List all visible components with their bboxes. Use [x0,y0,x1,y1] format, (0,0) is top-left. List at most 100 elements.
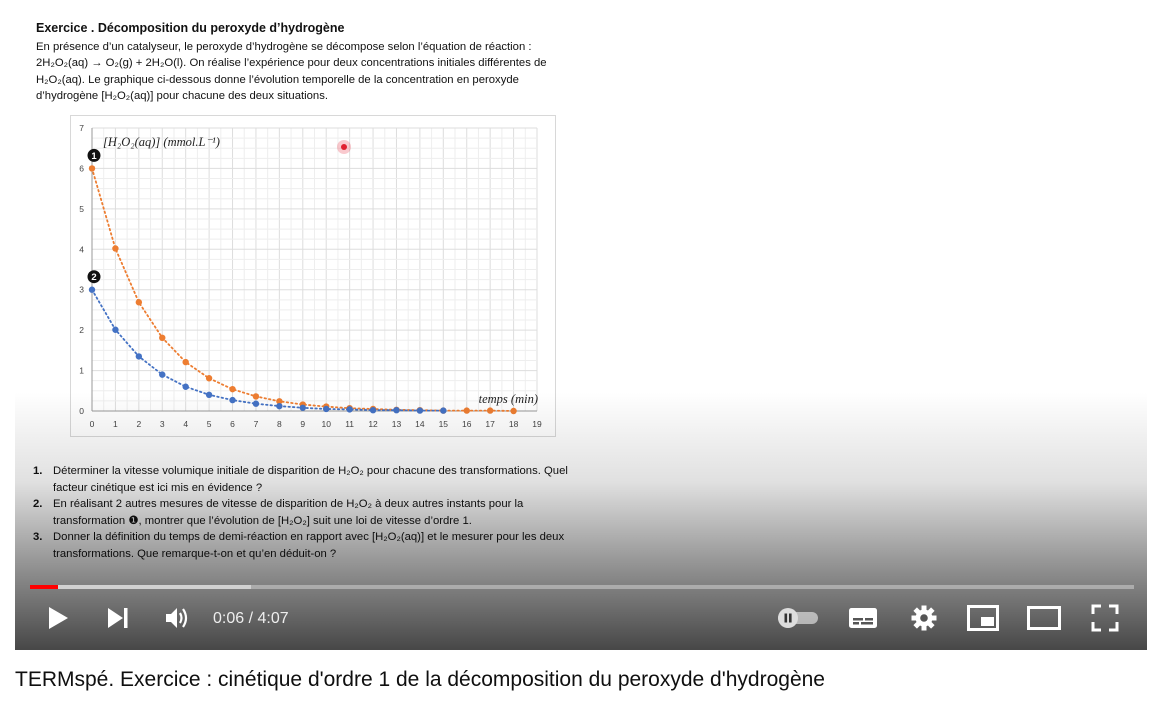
data-point [299,404,306,411]
y-tick-label: 3 [79,285,84,295]
current-time: 0:06 [213,610,245,627]
y-tick-label: 2 [79,325,84,335]
x-tick-label: 0 [90,419,95,429]
data-point [416,407,424,414]
data-point [252,400,260,407]
x-tick-label: 13 [392,419,402,429]
data-point [182,383,189,390]
series-marker-label: 2 [91,272,96,283]
data-point [252,393,260,400]
play-button[interactable] [43,602,73,638]
data-point [135,299,143,306]
video-title: TERMspé. Exercice : cinétique d'ordre 1 … [15,668,825,691]
data-point [88,165,96,172]
data-point [205,391,213,399]
intro-line: En présence d’un catalyseur, le peroxyde… [36,40,532,53]
volume-icon [164,606,190,635]
y-tick-label: 5 [79,204,84,214]
x-tick-label: 10 [321,419,331,429]
data-point [182,358,189,366]
x-tick-label: 16 [462,419,472,429]
question-number: 3. [33,531,43,544]
y-tick-label: 1 [79,366,84,376]
x-tick-label: 18 [509,419,519,429]
video-frame[interactable]: Exercice . Décomposition du peroxyde d’h… [15,12,1147,650]
intro-line: 2H₂O₂(aq) → O₂(g) + 2H₂O(l). On réalise … [36,57,547,70]
volume-button[interactable] [160,602,194,638]
play-icon [47,606,69,635]
progress-bar[interactable] [30,585,1134,589]
cursor-click-indicator [337,140,351,154]
time-separator: / [244,610,258,627]
data-point [135,353,143,360]
data-point [112,326,119,333]
data-point [159,334,166,342]
y-axis-label: [H₂O₂(aq)] (mmol.L⁻¹) [103,135,220,149]
fullscreen-icon [1091,604,1119,637]
next-icon [106,607,130,634]
y-tick-label: 7 [79,123,84,133]
data-point [205,375,213,382]
miniplayer-button[interactable] [965,602,1001,638]
x-tick-label: 9 [300,419,305,429]
data-point [323,405,330,413]
data-point [440,407,447,414]
question-number: 2. [33,498,43,511]
exercise-document: Exercice . Décomposition du peroxyde d’h… [36,20,596,105]
autoplay-toggle-icon [776,607,820,634]
questions-list: 1. Déterminer la vitesse volumique initi… [33,463,593,563]
concentration-chart: 0 1 2 3 4 5 6 7 8 9 10 11 12 13 14 15 16 17 18 19 0 1 2 3 4 5 6 7 [H… [70,115,556,437]
x-tick-label: 3 [160,419,165,429]
settings-button[interactable] [906,602,942,638]
subtitles-icon [848,606,878,635]
x-tick-label: 4 [183,419,188,429]
data-point [346,406,353,413]
data-point [112,245,119,252]
x-axis-label: temps (min) [479,392,538,406]
video-player[interactable]: Exercice . Décomposition du peroxyde d’h… [15,12,1147,650]
theater-icon [1027,605,1061,635]
theater-mode-button[interactable] [1025,602,1063,638]
x-tick-label: 11 [345,419,354,429]
data-point [369,406,377,414]
fullscreen-button[interactable] [1087,602,1123,638]
exercise-title: Exercice . Décomposition du peroxyde d’h… [36,21,345,35]
question-text: En réalisant 2 autres mesures de vitesse… [53,498,524,527]
y-tick-label: 4 [79,244,84,254]
data-point [159,371,166,378]
y-tick-label: 6 [79,163,84,173]
settings-icon [910,604,938,637]
progress-buffered [30,585,251,589]
x-tick-label: 15 [439,419,449,429]
time-display: 0:06 / 4:07 [213,610,289,628]
chart-svg: 0 1 2 3 4 5 6 7 8 9 10 11 12 13 14 15 16 17 18 1901234567[H… [79,123,542,429]
x-tick-label: 7 [254,419,259,429]
x-tick-label: 5 [207,419,212,429]
data-point [463,407,470,414]
exercise-intro: En présence d’un catalyseur, le peroxyde… [36,39,596,105]
x-tick-label: 1 [113,419,118,429]
x-tick-label: 17 [485,419,495,429]
question-item: 1. Déterminer la vitesse volumique initi… [33,463,593,496]
miniplayer-icon [967,604,999,636]
x-tick-label: 2 [136,419,141,429]
progress-played [30,585,58,589]
question-item: 2. En réalisant 2 autres mesures de vite… [33,496,593,529]
intro-line: d’hydrogène [H₂O₂(aq)] pour chacune des … [36,90,328,103]
next-button[interactable] [103,602,133,638]
data-point [88,286,96,293]
y-tick-label: 0 [79,406,84,416]
data-point [229,385,236,393]
x-tick-label: 6 [230,419,235,429]
subtitles-button[interactable] [845,602,881,638]
autoplay-toggle[interactable] [775,602,821,638]
data-point [276,402,283,410]
x-tick-label: 12 [368,419,378,429]
data-point [486,407,494,414]
x-tick-label: 8 [277,419,282,429]
data-point [229,396,236,404]
data-point [510,407,517,415]
x-tick-label: 14 [415,419,425,429]
series-marker-badge [87,148,101,162]
x-tick-label: 19 [532,419,542,429]
